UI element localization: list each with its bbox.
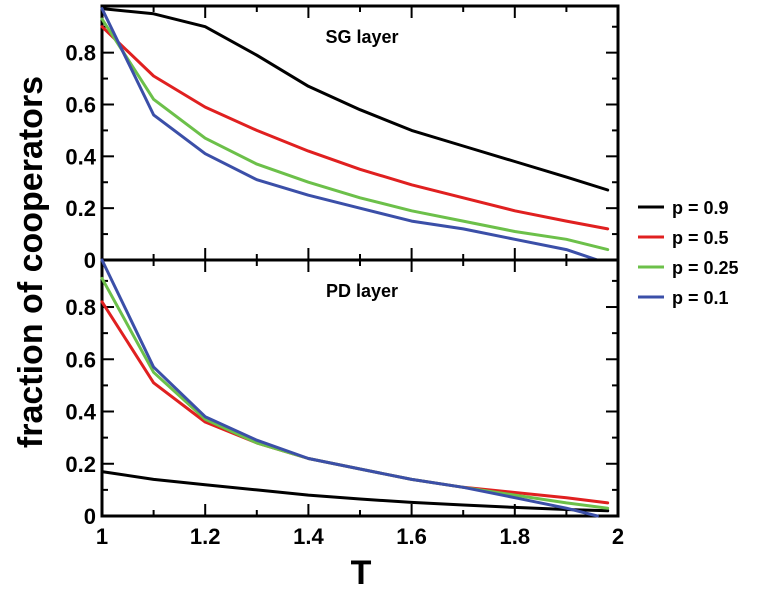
series-line-0-25 xyxy=(100,17,610,252)
series-line-0-1 xyxy=(100,7,599,262)
legend-entry: p = 0.1 xyxy=(638,288,729,308)
legend-label: p = 0.1 xyxy=(672,288,729,308)
legend-entry: p = 0.9 xyxy=(638,198,729,218)
x-tick-label: 1 xyxy=(96,524,108,549)
x-tick-label: 1.4 xyxy=(293,524,324,549)
x-axis-title: T xyxy=(351,554,372,592)
series-line-0-5 xyxy=(100,300,610,505)
y-tick-label: 0.4 xyxy=(65,400,96,425)
panel-sg: SG layer xyxy=(100,4,620,262)
legend-entry: p = 0.25 xyxy=(638,258,739,278)
y-tick-label: 0.4 xyxy=(65,144,96,169)
y-axis-title: fraction of cooperators xyxy=(12,76,50,448)
legend-entry: p = 0.5 xyxy=(638,228,729,248)
y-tick-label: 0.2 xyxy=(65,196,96,221)
x-tick-label: 2 xyxy=(612,524,624,549)
y-axis: 0 0.2 0.4 0.6 0.8 0 0.2 0.4 0.6 0.8 xyxy=(65,41,96,529)
y-tick-label: 0.8 xyxy=(65,41,96,66)
y-tick-label: 0 xyxy=(84,248,96,273)
series-line-0-25 xyxy=(100,276,610,510)
x-tick-label: 1.2 xyxy=(190,524,221,549)
y-tick-label: 0.6 xyxy=(65,92,96,117)
y-tick-label: 0.8 xyxy=(65,295,96,320)
panel-pd: PD layer xyxy=(100,258,620,518)
y-tick-label: 0.6 xyxy=(65,347,96,372)
y-tick-label: 0 xyxy=(84,504,96,529)
legend-label: p = 0.9 xyxy=(672,198,729,218)
legend-label: p = 0.25 xyxy=(672,258,739,278)
series-line-0-5 xyxy=(100,25,610,231)
y-tick-label: 0.2 xyxy=(65,452,96,477)
series-line-0-9 xyxy=(100,7,610,192)
legend-label: p = 0.5 xyxy=(672,228,729,248)
x-tick-label: 1.8 xyxy=(500,524,531,549)
series-line-0-1 xyxy=(100,258,599,518)
chart-panels: SG layer PD layer xyxy=(100,4,620,518)
panel-title: PD layer xyxy=(326,281,398,301)
series-line-0-9 xyxy=(100,470,610,513)
legend: p = 0.9 p = 0.5 p = 0.25 p = 0.1 xyxy=(638,198,739,308)
x-tick-label: 1.6 xyxy=(396,524,427,549)
panel-title: SG layer xyxy=(325,27,398,47)
x-axis: 1 1.2 1.4 1.6 1.8 2 xyxy=(96,524,624,549)
